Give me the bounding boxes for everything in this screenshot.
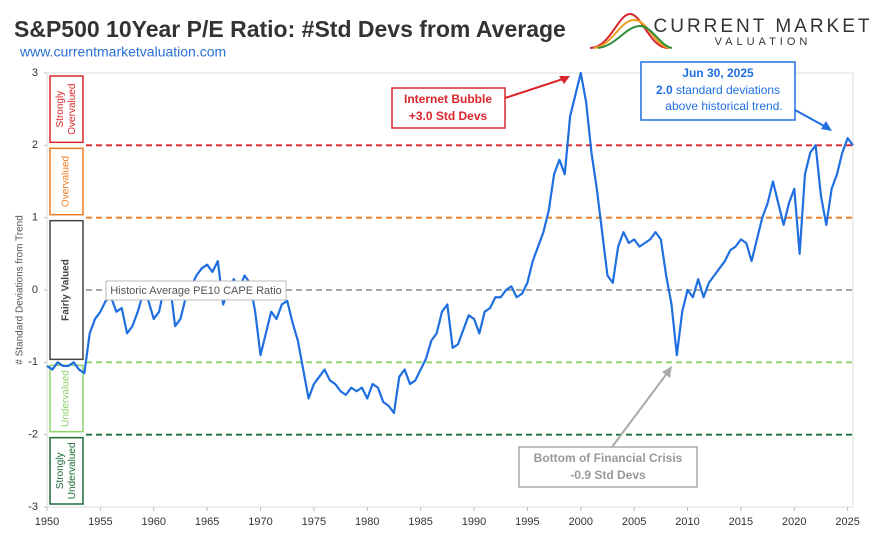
x-tick-label: 2005 xyxy=(622,516,646,528)
x-tick-label: 1975 xyxy=(302,516,326,528)
band-label-line: Undervalued xyxy=(67,442,78,499)
arrow-head xyxy=(559,76,570,84)
band-label: Undervalued xyxy=(61,370,72,427)
y-axis-label: # Standard Deviations from Trend xyxy=(15,215,26,365)
band-label-line: Strongly xyxy=(55,452,66,489)
x-tick-label: 2025 xyxy=(835,516,859,528)
y-tick-label: 1 xyxy=(32,212,38,224)
arrow xyxy=(794,109,827,128)
logo-text: VALUATION xyxy=(715,36,812,48)
annotation: above historical trend. xyxy=(665,99,782,113)
band-label-line: Strongly xyxy=(55,91,66,128)
y-tick-label: 3 xyxy=(32,67,38,79)
annotation-box xyxy=(105,280,287,301)
y-tick-label: -3 xyxy=(28,501,38,513)
data-line xyxy=(46,71,854,415)
annotation: Internet Bubble xyxy=(404,92,492,106)
arrow-head xyxy=(821,121,832,131)
annotations: Historic Average PE10 CAPE Ratio Interne… xyxy=(105,61,832,488)
y-tick-label: -1 xyxy=(28,356,38,368)
band-box xyxy=(49,436,84,505)
x-tick-label: 1965 xyxy=(195,516,219,528)
annotation-box xyxy=(391,87,506,129)
annotation-box xyxy=(640,61,796,121)
band-label: StronglyOvervalued xyxy=(55,84,78,135)
logo-curve xyxy=(593,18,671,49)
arrow-head xyxy=(662,366,672,378)
x-tick-label: 2020 xyxy=(782,516,806,528)
x-tick-label: 1970 xyxy=(248,516,272,528)
x-tick-label: 1995 xyxy=(515,516,539,528)
annotation-text: standard deviations xyxy=(676,83,780,97)
logo-curve xyxy=(589,12,669,49)
band-label-line: Overvalued xyxy=(67,84,78,135)
arrow xyxy=(504,77,567,99)
x-tick-label: 1980 xyxy=(355,516,379,528)
annotation-value: 2.0 xyxy=(656,83,673,97)
y-tick-label: 0 xyxy=(32,284,38,296)
x-tick-label: 1955 xyxy=(88,516,112,528)
x-tick-label: 1960 xyxy=(142,516,166,528)
arrow xyxy=(611,371,669,448)
annotation: Historic Average PE10 CAPE Ratio xyxy=(110,285,282,297)
chart-title: S&P500 10Year P/E Ratio: #Std Devs from … xyxy=(14,16,566,42)
y-tick-label: -2 xyxy=(28,429,38,441)
band-label: StronglyUndervalued xyxy=(55,442,78,499)
x-tick-label: 2015 xyxy=(729,516,753,528)
logo: CURRENT MARKET VALUATION xyxy=(589,12,871,49)
band-label: Fairly Valued xyxy=(61,259,72,321)
x-tick-label: 1990 xyxy=(462,516,486,528)
x-tick-label: 1985 xyxy=(408,516,432,528)
x-tick-label: 1950 xyxy=(35,516,59,528)
logo-curve xyxy=(597,24,673,49)
annotation: Jun 30, 2025 xyxy=(682,66,754,80)
logo-text: CURRENT MARKET xyxy=(654,16,871,37)
subtitle: www.currentmarketvaluation.com xyxy=(19,44,226,60)
annotation-box xyxy=(518,446,698,488)
annotation: -0.9 Std Devs xyxy=(570,468,646,482)
x-tick-label: 2010 xyxy=(675,516,699,528)
y-tick-label: 2 xyxy=(32,139,38,151)
band-box xyxy=(49,75,84,144)
band-label: Overvalued xyxy=(61,156,72,207)
annotation: Bottom of Financial Crisis xyxy=(534,451,683,465)
band-box xyxy=(49,147,84,216)
annotation: 2.0 standard deviations xyxy=(656,83,780,97)
band-box xyxy=(49,364,84,433)
band-box xyxy=(49,219,84,361)
x-tick-label: 2000 xyxy=(569,516,593,528)
annotation: +3.0 Std Devs xyxy=(409,109,488,123)
